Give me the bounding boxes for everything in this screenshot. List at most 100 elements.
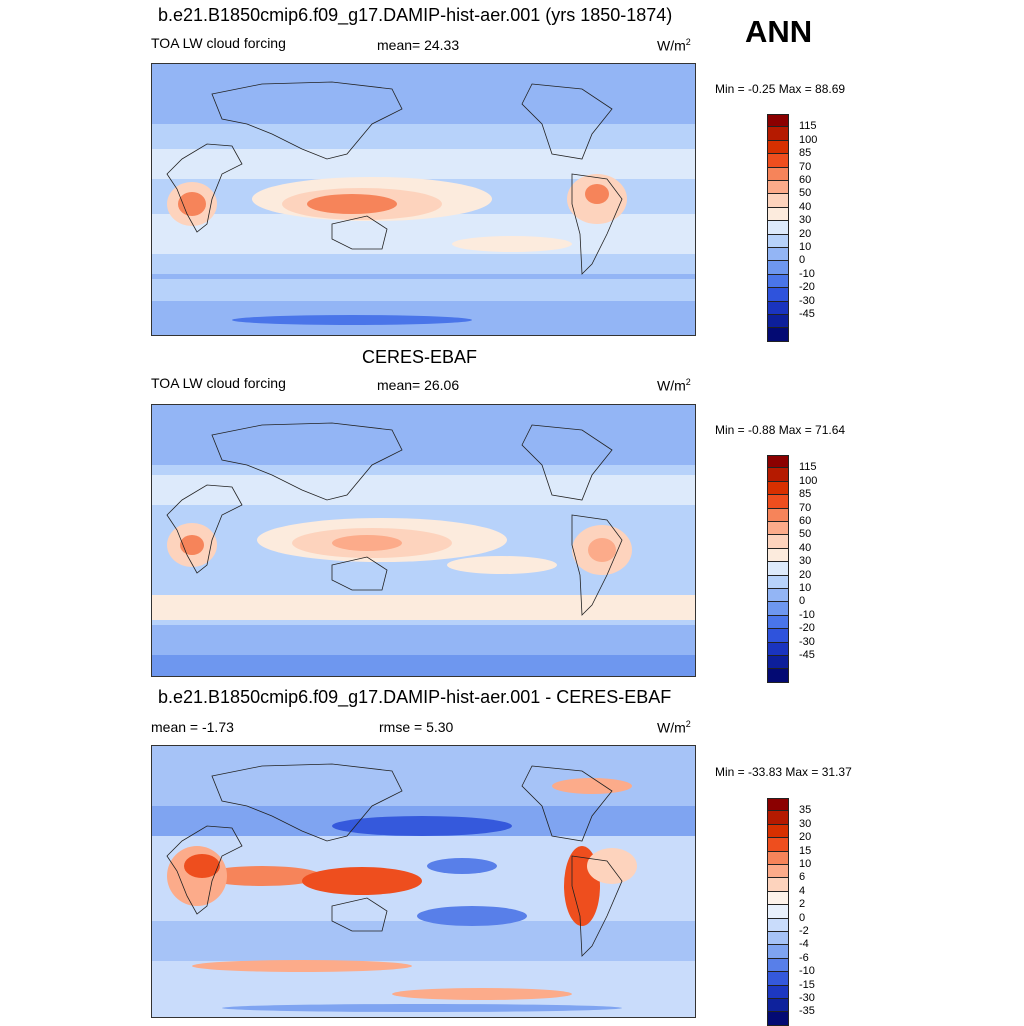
units-text: W/m: [657, 377, 686, 394]
colorbar-tick-label: -15: [799, 978, 815, 991]
panel1-units: W/m2: [657, 38, 691, 53]
colorbar-swatch: [767, 114, 789, 128]
colorbar-swatch: [767, 234, 789, 248]
colorbar-swatch: [767, 140, 789, 155]
colorbar-swatch: [767, 999, 789, 1013]
panel1-mean-label: mean= 24.33: [377, 37, 460, 53]
colorbar-tick-label: -2: [799, 925, 809, 937]
colorbar-tick-label: 85: [799, 488, 812, 501]
colorbar-tick-label: -30: [799, 992, 815, 1004]
colorbar-frame: [767, 455, 789, 683]
colorbar-tick-label: 0: [799, 254, 806, 267]
colorbar-tick-label: 50: [799, 528, 812, 541]
panel2-title: CERES-EBAF: [362, 347, 478, 367]
colorbar-swatch: [767, 811, 789, 825]
colorbar-tick-label: 50: [799, 187, 812, 200]
colorbar-tick-label: 10: [799, 858, 812, 870]
colorbar-swatch: [767, 865, 789, 879]
colorbar-tick-label: 40: [799, 200, 812, 213]
panel3-rmse-label: rmse = 5.30: [379, 719, 454, 735]
colorbar-frame: [767, 798, 789, 1026]
colorbar-swatch: [767, 932, 789, 946]
colorbar-swatch: [767, 851, 789, 865]
colorbar-tick-label: 115: [799, 120, 817, 133]
colorbar-swatch: [767, 905, 789, 919]
colorbar-tick-label: 20: [799, 831, 812, 844]
colorbar-swatch: [767, 261, 789, 275]
colorbar-tick-label: -10: [799, 965, 815, 978]
colorbar-tick-label: 6: [799, 871, 806, 884]
colorbar-tick-label: -30: [799, 294, 815, 307]
colorbar-swatch: [767, 154, 789, 168]
panel2-colorbar: [767, 455, 789, 683]
colorbar-swatch: [767, 642, 789, 656]
colorbar-swatch: [767, 455, 789, 469]
colorbar-swatch: [767, 535, 789, 549]
colorbar-swatch: [767, 629, 789, 643]
colorbar-tick-label: 2: [799, 898, 806, 911]
colorbar-swatch: [767, 985, 789, 999]
season-label: ANN: [745, 14, 813, 49]
colorbar-swatch: [767, 481, 789, 496]
colorbar-swatch: [767, 838, 789, 852]
colorbar-tick-label: 100: [799, 133, 818, 146]
colorbar-tick-label: -20: [799, 281, 815, 294]
colorbar-swatch: [767, 248, 789, 262]
colorbar-swatch: [767, 575, 789, 589]
colorbar-swatch: [767, 508, 789, 522]
colorbar-tick-label: 0: [799, 595, 806, 608]
colorbar-tick-label: 30: [799, 817, 812, 830]
panel3-mean-label: mean = -1.73: [151, 719, 234, 735]
panel2-variable-label: TOA LW cloud forcing: [151, 375, 286, 391]
panel2-mean-label: mean= 26.06: [377, 377, 460, 393]
colorbar-frame: [767, 114, 789, 342]
panel1-map: [151, 63, 696, 336]
colorbar-swatch: [767, 274, 789, 289]
colorbar-tick-label: 30: [799, 214, 812, 227]
colorbar-swatch: [767, 468, 789, 482]
colorbar-tick-label: -45: [799, 649, 815, 661]
colorbar-swatch: [767, 878, 789, 892]
colorbar-tick-label: -30: [799, 635, 815, 648]
colorbar-tick-label: 20: [799, 568, 812, 581]
panel2-map: [151, 404, 696, 677]
colorbar-tick-label: 115: [799, 461, 817, 474]
colorbar-tick-label: 30: [799, 555, 812, 568]
panel2-minmax: Min = -0.88 Max = 71.64: [715, 423, 846, 437]
colorbar-tick-label: -20: [799, 622, 815, 635]
colorbar-swatch: [767, 548, 789, 563]
colorbar-tick-label: 70: [799, 501, 812, 514]
colorbar-tick-label: 10: [799, 241, 812, 253]
units-exponent: 2: [685, 377, 691, 387]
colorbar-swatch: [767, 181, 789, 195]
colorbar-swatch: [767, 194, 789, 208]
panel2-map-svg: [152, 405, 695, 676]
colorbar-tick-label: -45: [799, 308, 815, 320]
colorbar-swatch: [767, 127, 789, 141]
colorbar-tick-label: 20: [799, 227, 812, 240]
panel1-map-svg: [152, 64, 695, 335]
colorbar-tick-label: 60: [799, 515, 812, 527]
colorbar-tick-label: -10: [799, 608, 815, 621]
colorbar-tick-label: 0: [799, 911, 806, 924]
colorbar-tick-label: 4: [799, 884, 806, 897]
panel1-variable-label: TOA LW cloud forcing: [151, 35, 286, 51]
colorbar-tick-label: 100: [799, 474, 818, 487]
colorbar-swatch: [767, 288, 789, 302]
colorbar-tick-label: 10: [799, 582, 812, 594]
colorbar-swatch: [767, 495, 789, 509]
colorbar-swatch: [767, 958, 789, 973]
colorbar-tick-label: -6: [799, 951, 809, 964]
panel3-colorbar: [767, 798, 789, 1026]
colorbar-swatch: [767, 301, 789, 315]
colorbar-swatch: [767, 891, 789, 906]
panel3-minmax: Min = -33.83 Max = 31.37: [715, 765, 852, 779]
panel3-title: b.e21.B1850cmip6.f09_g17.DAMIP-hist-aer.…: [158, 687, 672, 707]
colorbar-tick-label: 60: [799, 174, 812, 186]
colorbar-swatch: [767, 221, 789, 235]
colorbar-swatch: [767, 824, 789, 839]
units-exponent: 2: [685, 719, 691, 729]
colorbar-swatch: [767, 798, 789, 812]
colorbar-tick-label: 85: [799, 147, 812, 160]
colorbar-tick-label: 40: [799, 541, 812, 554]
